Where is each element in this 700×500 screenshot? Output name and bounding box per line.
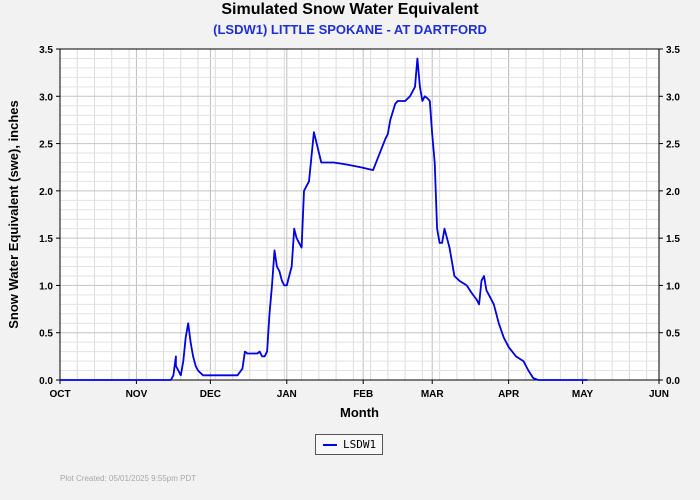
y-tick-label-right: 2.5: [666, 140, 680, 151]
legend-swatch: [323, 444, 337, 446]
y-tick-label-right: 3.0: [666, 92, 680, 103]
axes: [56, 48, 663, 384]
y-tick-label-right: 0.5: [666, 329, 680, 340]
x-tick-label: JUN: [649, 389, 669, 400]
x-tick-label: MAR: [421, 389, 445, 400]
y-tick-label: 2.5: [39, 140, 53, 151]
y-tick-label: 0.0: [39, 376, 53, 387]
axis-labels: 0.0 0.0 0.5 0.5 1.0 1.0 1.5 1.5 2.0 2.0 2.5 2.5 3.0 3…: [6, 45, 680, 420]
chart-subtitle: (LSDW1) LITTLE SPOKANE - AT DARTFORD: [213, 22, 487, 37]
gridlines: [59, 48, 660, 381]
y-tick-label: 1.5: [39, 234, 53, 245]
y-tick-label: 3.5: [39, 45, 53, 56]
y-tick-label-right: 3.5: [666, 45, 680, 56]
chart-title: Simulated Snow Water Equivalent: [221, 1, 479, 18]
x-axis-label: Month: [340, 405, 379, 420]
x-tick-label: JAN: [277, 389, 297, 400]
y-tick-label-right: 1.5: [666, 234, 680, 245]
y-tick-label: 1.0: [39, 281, 53, 292]
y-tick-label: 3.0: [39, 92, 53, 103]
plot-background: [60, 49, 659, 380]
x-tick-label: DEC: [200, 389, 221, 400]
x-tick-label: MAY: [572, 389, 594, 400]
x-tick-label: APR: [498, 389, 520, 400]
x-tick-label: OCT: [49, 389, 70, 400]
y-tick-label-right: 1.0: [666, 281, 680, 292]
x-tick-label: FEB: [353, 389, 373, 400]
y-tick-label: 2.0: [39, 187, 53, 198]
legend-label: LSDW1: [343, 438, 377, 451]
plot-frame: [59, 48, 660, 381]
legend: LSDW1: [315, 434, 383, 455]
x-tick-label: NOV: [126, 389, 148, 400]
y-tick-label-right: 2.0: [666, 187, 680, 198]
series-line-lsdw1: [60, 57, 588, 381]
series-group: [60, 57, 588, 381]
plot-created-note: Plot Created: 05/01/2025 9:55pm PDT: [60, 474, 197, 483]
y-axis-label: Snow Water Equivalent (swe), inches: [6, 100, 21, 329]
y-tick-label-right: 0.0: [666, 376, 680, 387]
y-tick-label: 0.5: [39, 329, 53, 340]
